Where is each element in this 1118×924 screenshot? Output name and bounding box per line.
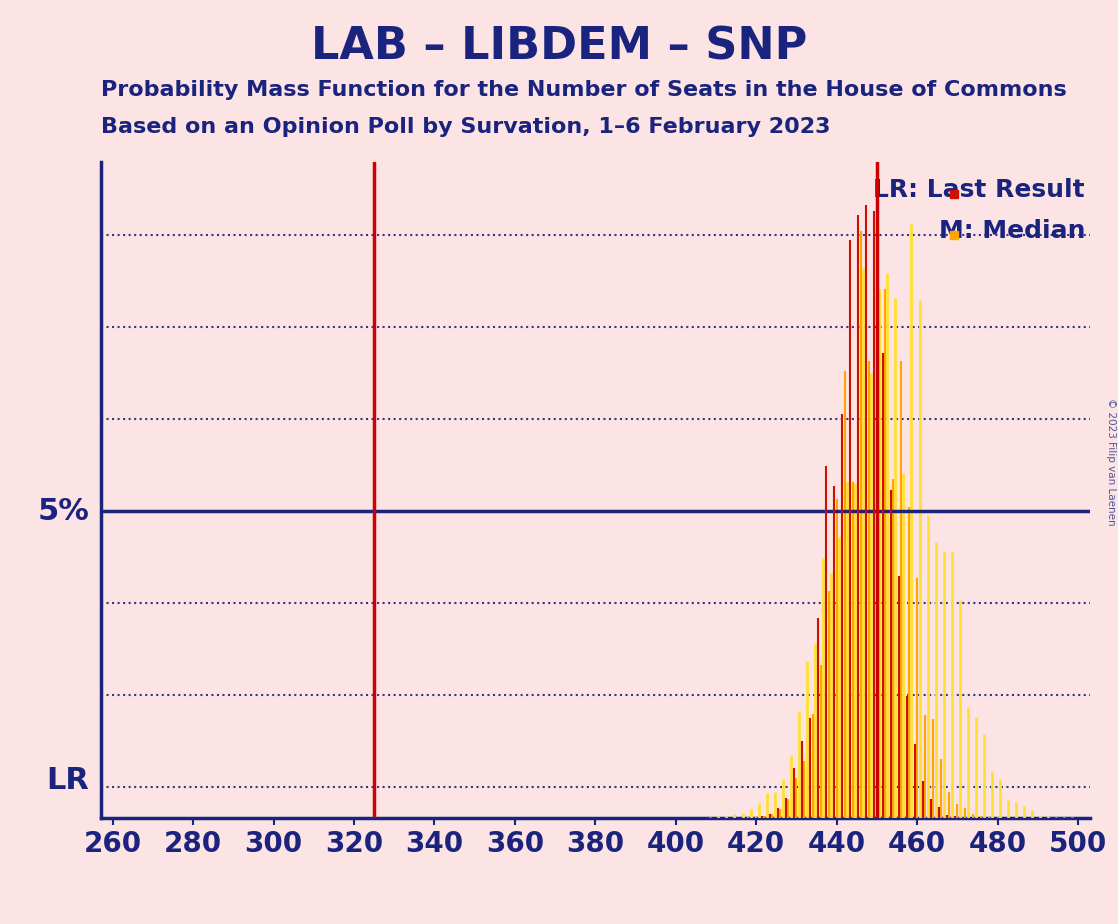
Text: Probability Mass Function for the Number of Seats in the House of Commons: Probability Mass Function for the Number… xyxy=(101,80,1067,101)
Text: Based on an Opinion Poll by Survation, 1–6 February 2023: Based on an Opinion Poll by Survation, 1… xyxy=(101,117,831,138)
Text: LAB – LIBDEM – SNP: LAB – LIBDEM – SNP xyxy=(311,26,807,69)
Text: © 2023 Filip van Laenen: © 2023 Filip van Laenen xyxy=(1106,398,1116,526)
Text: 5%: 5% xyxy=(38,497,89,526)
Text: LR: LR xyxy=(47,766,89,796)
Text: M: Median: M: Median xyxy=(939,219,1086,243)
Text: LR: Last Result: LR: Last Result xyxy=(873,178,1086,202)
